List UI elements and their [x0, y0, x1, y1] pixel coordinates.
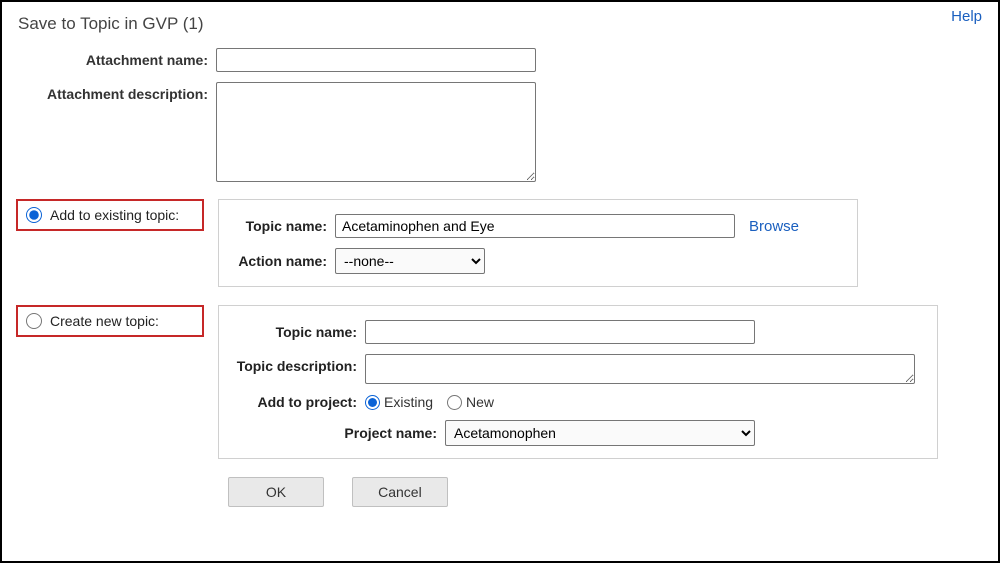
new-topic-desc-textarea[interactable] — [365, 354, 915, 384]
browse-link[interactable]: Browse — [749, 218, 799, 235]
panel-new-topic: Topic name: Topic description: Add to pr… — [218, 305, 938, 459]
action-name-label: Action name: — [225, 253, 335, 269]
ok-button[interactable]: OK — [228, 477, 324, 507]
existing-topic-name-label: Topic name: — [225, 218, 335, 234]
radio-project-existing-label: Existing — [384, 394, 433, 410]
radio-new-label: Create new topic: — [50, 313, 159, 329]
add-to-project-label: Add to project: — [225, 394, 365, 410]
attachment-desc-textarea[interactable] — [216, 82, 536, 182]
page-title: Save to Topic in GVP (1) — [18, 14, 984, 34]
attachment-desc-label: Attachment description: — [16, 82, 216, 102]
radio-new-topic[interactable] — [26, 313, 42, 329]
radio-box-existing[interactable]: Add to existing topic: — [16, 199, 204, 231]
existing-topic-name-input[interactable] — [335, 214, 735, 238]
radio-project-new[interactable] — [447, 395, 462, 410]
radio-project-new-label: New — [466, 394, 494, 410]
new-topic-name-input[interactable] — [365, 320, 755, 344]
attachment-name-input[interactable] — [216, 48, 536, 72]
project-name-select[interactable]: Acetamonophen — [445, 420, 755, 446]
row-attachment-desc: Attachment description: — [16, 82, 984, 185]
row-attachment-name: Attachment name: — [16, 48, 984, 72]
radio-existing-topic[interactable] — [26, 207, 42, 223]
new-topic-desc-label: Topic description: — [225, 354, 365, 374]
help-link[interactable]: Help — [951, 8, 982, 25]
project-name-label: Project name: — [325, 425, 445, 441]
button-row: OK Cancel — [228, 477, 984, 507]
row-existing-topic: Add to existing topic: Topic name: Brows… — [16, 199, 984, 287]
new-topic-name-label: Topic name: — [225, 324, 365, 340]
radio-existing-label: Add to existing topic: — [50, 207, 179, 223]
row-new-topic: Create new topic: Topic name: Topic desc… — [16, 305, 984, 459]
attachment-name-label: Attachment name: — [16, 48, 216, 68]
project-mode-new-wrapper[interactable]: New — [447, 394, 494, 410]
panel-existing-topic: Topic name: Browse Action name: --none-- — [218, 199, 858, 287]
action-name-select[interactable]: --none-- — [335, 248, 485, 274]
radio-project-existing[interactable] — [365, 395, 380, 410]
project-mode-existing-wrapper[interactable]: Existing — [365, 394, 433, 410]
cancel-button[interactable]: Cancel — [352, 477, 448, 507]
radio-box-new[interactable]: Create new topic: — [16, 305, 204, 337]
dialog-window: Help Save to Topic in GVP (1) Attachment… — [0, 0, 1000, 563]
